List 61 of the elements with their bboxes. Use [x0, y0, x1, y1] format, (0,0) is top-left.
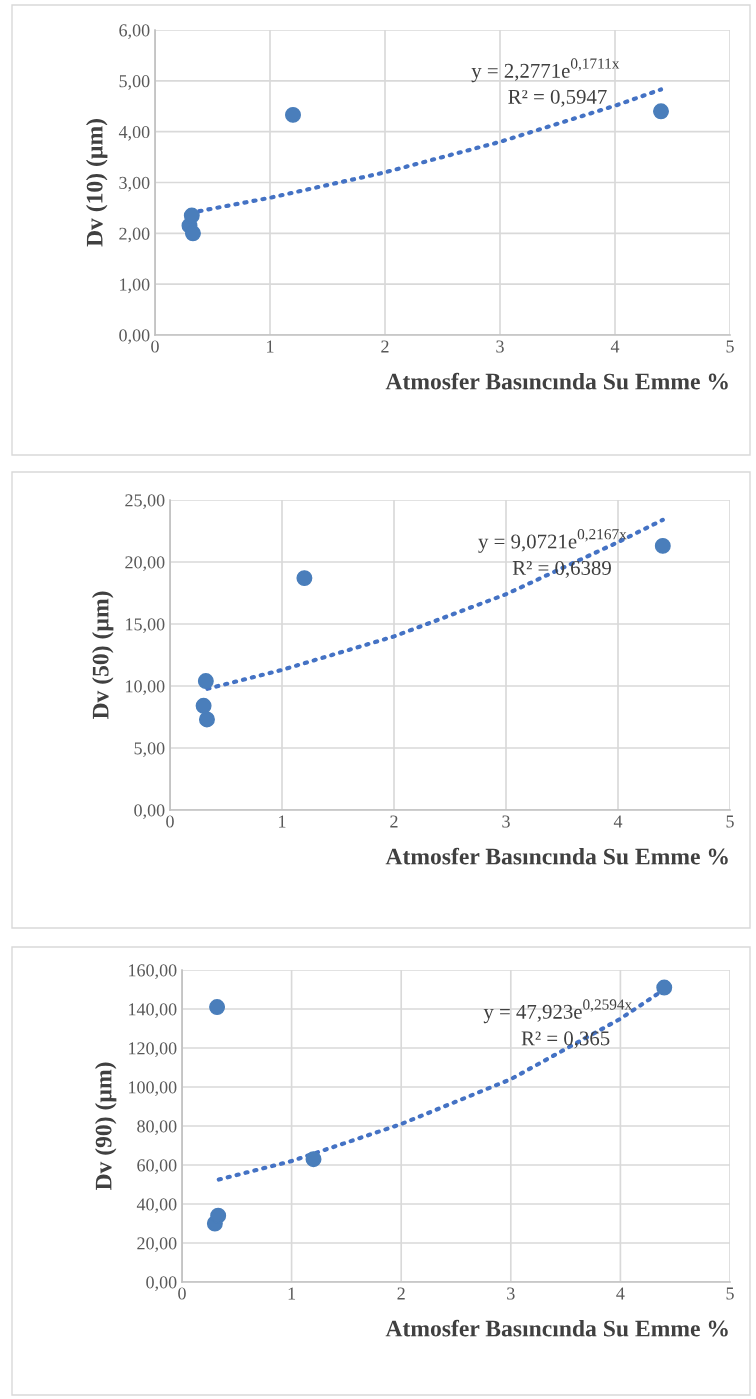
x-tick-label: 0: [166, 815, 174, 828]
x-tick-label: 5: [726, 1287, 734, 1300]
y-tick-label: 5,00: [134, 742, 165, 758]
point: [296, 570, 313, 587]
x-tick-label: 0: [178, 1287, 186, 1300]
annotation: R² = 0,6389: [512, 560, 611, 578]
y-tick-label: 120,00: [129, 1042, 177, 1058]
y-tick-label: 6,00: [119, 24, 150, 40]
point: [210, 1207, 227, 1224]
x-tick-label: 2: [381, 340, 389, 353]
y-tick-label: 0,00: [146, 1276, 177, 1292]
x-axis-title: Atmosfer Basıncında Su Emme %: [385, 1319, 728, 1337]
y-axis-title: Dv (10) (µm): [86, 119, 108, 247]
point: [285, 106, 301, 123]
x-tick-label: 5: [726, 340, 734, 353]
x-tick-label: 3: [496, 340, 504, 353]
y-tick-label: 0,00: [119, 329, 150, 345]
point: [198, 711, 215, 728]
x-tick-label: 4: [616, 1287, 625, 1300]
x-tick-label: 1: [279, 815, 286, 828]
y-tick-label: 5,00: [119, 75, 150, 90]
y-axis-title: Dv (50) (µm): [91, 591, 114, 720]
point: [305, 1151, 322, 1168]
x-axis-title: Atmosfer Basıncında Su Emme %: [385, 372, 728, 390]
y-tick-label: 100,00: [129, 1081, 177, 1097]
y-tick-label: 60,00: [137, 1159, 177, 1175]
y-tick-label: 160,00: [129, 964, 177, 980]
x-tick-label: 2: [390, 815, 398, 828]
y-tick-label: 25,00: [125, 494, 165, 510]
point: [653, 103, 669, 120]
x-tick-label: 2: [397, 1287, 405, 1300]
point: [197, 673, 214, 690]
y-tick-label: 140,00: [129, 1003, 177, 1019]
y-tick-label: 20,00: [137, 1237, 177, 1253]
x-tick-label: 5: [726, 815, 734, 828]
y-tick-label: 80,00: [137, 1120, 177, 1136]
point: [209, 999, 226, 1016]
point: [654, 537, 671, 554]
y-tick-label: 20,00: [125, 556, 165, 572]
x-tick-label: 3: [507, 1287, 515, 1300]
y-tick-label: 40,00: [136, 1198, 177, 1214]
y-tick-label: 2,00: [119, 227, 150, 243]
y-tick-label: 1,00: [120, 278, 150, 294]
point: [183, 207, 200, 224]
x-tick-label: 1: [288, 1287, 296, 1300]
x-tick-label: 3: [502, 815, 510, 828]
point: [184, 225, 201, 242]
y-tick-label: 0,00: [134, 804, 165, 820]
x-tick-label: 4: [613, 815, 623, 828]
point: [195, 697, 212, 714]
y-tick-label: 10,00: [126, 680, 165, 696]
x-tick-label: 0: [151, 340, 159, 353]
x-tick-label: 1: [267, 340, 274, 353]
annotation: R² = 0,5947: [508, 89, 607, 107]
y-tick-label: 15,00: [126, 618, 165, 634]
point: [656, 979, 673, 996]
x-tick-label: 4: [610, 340, 620, 353]
y-tick-label: 3,00: [119, 176, 150, 192]
y-axis-title: Dv (90) (µm): [94, 1062, 117, 1191]
x-axis-title: Atmosfer Basıncında Su Emme %: [385, 847, 728, 865]
y-tick-label: 4,00: [118, 125, 150, 141]
